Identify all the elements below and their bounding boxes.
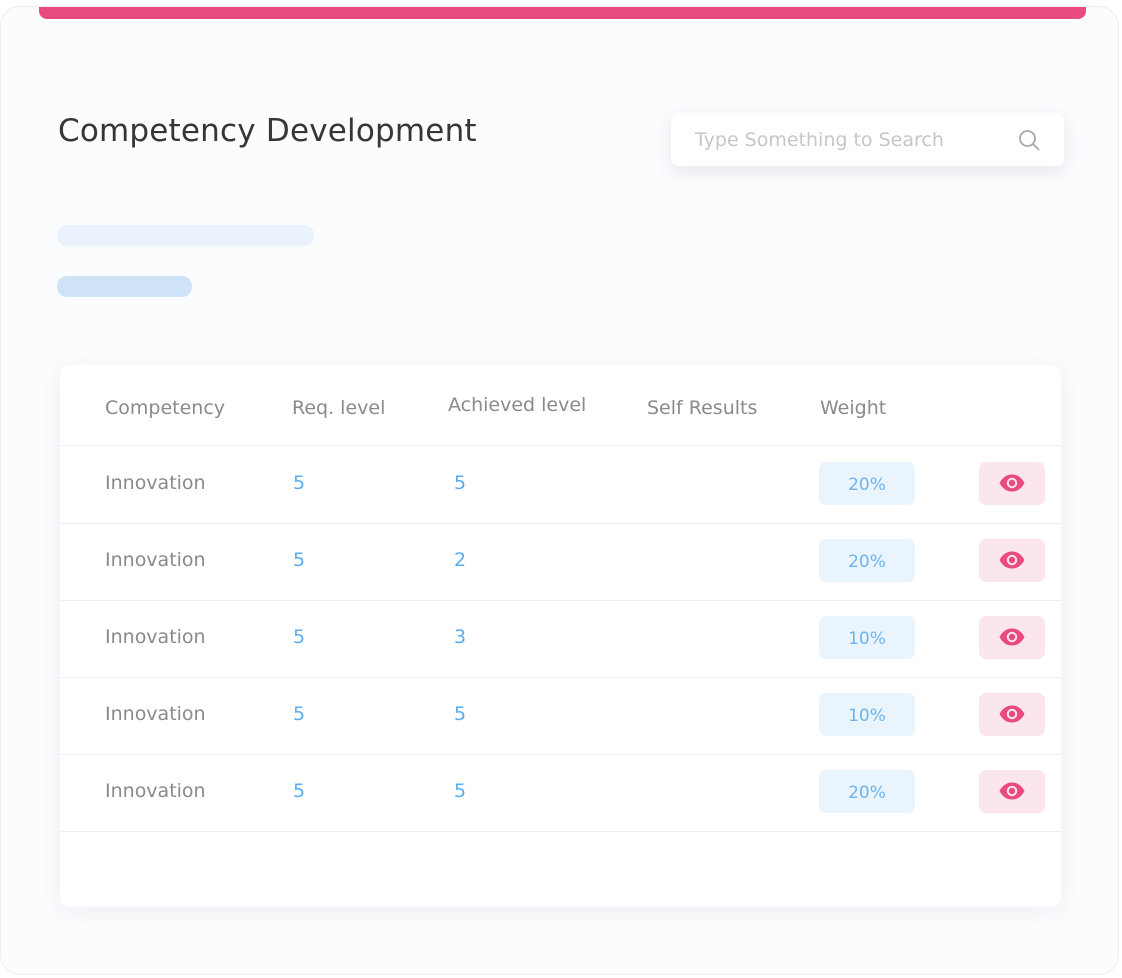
header-weight: Weight: [820, 397, 887, 419]
cell-competency: Innovation: [105, 626, 206, 648]
cell-competency: Innovation: [105, 703, 206, 725]
table-row: Innovation 5 2 20%: [60, 523, 1061, 601]
weight-badge: 10%: [819, 693, 915, 736]
view-button[interactable]: [979, 462, 1045, 505]
weight-badge: 20%: [819, 539, 915, 582]
placeholder-line-short: [57, 276, 192, 297]
eye-icon: [999, 782, 1025, 800]
cell-achieved-level: 2: [454, 549, 467, 571]
cell-req-level: 5: [293, 703, 306, 725]
eye-icon: [999, 474, 1025, 492]
page-title: Competency Development: [58, 113, 477, 149]
search-input[interactable]: [695, 113, 1015, 166]
cell-req-level: 5: [293, 780, 306, 802]
cell-req-level: 5: [293, 472, 306, 494]
view-button[interactable]: [979, 693, 1045, 736]
eye-icon: [999, 705, 1025, 723]
cell-competency: Innovation: [105, 472, 206, 494]
search-box[interactable]: [671, 113, 1064, 166]
competency-table: Competency Req. level Achieved level Sel…: [60, 365, 1061, 907]
cell-achieved-level: 5: [454, 472, 467, 494]
cell-achieved-level: 3: [454, 626, 467, 648]
cell-competency: Innovation: [105, 780, 206, 802]
weight-badge: 20%: [819, 770, 915, 813]
cell-req-level: 5: [293, 626, 306, 648]
header-achieved-level: Achieved level: [448, 394, 587, 416]
cell-req-level: 5: [293, 549, 306, 571]
eye-icon: [999, 628, 1025, 646]
view-button[interactable]: [979, 616, 1045, 659]
table-row: Innovation 5 5 20%: [60, 754, 1061, 832]
view-button[interactable]: [979, 539, 1045, 582]
weight-badge: 10%: [819, 616, 915, 659]
top-accent-bar: [39, 7, 1086, 19]
placeholder-line-long: [57, 225, 314, 246]
table-row: Innovation 5 5 20%: [60, 446, 1061, 524]
header-self-results: Self Results: [647, 397, 758, 419]
table-row: Innovation 5 5 10%: [60, 677, 1061, 755]
cell-achieved-level: 5: [454, 703, 467, 725]
weight-badge: 20%: [819, 462, 915, 505]
app-frame: Competency Development Competency Req. l…: [0, 6, 1119, 975]
header-competency: Competency: [105, 397, 226, 419]
header-req-level: Req. level: [292, 397, 386, 419]
cell-competency: Innovation: [105, 549, 206, 571]
cell-achieved-level: 5: [454, 780, 467, 802]
eye-icon: [999, 551, 1025, 569]
view-button[interactable]: [979, 770, 1045, 813]
search-icon[interactable]: [1018, 129, 1040, 151]
table-header: Competency Req. level Achieved level Sel…: [60, 365, 1061, 446]
table-row: Innovation 5 3 10%: [60, 600, 1061, 678]
